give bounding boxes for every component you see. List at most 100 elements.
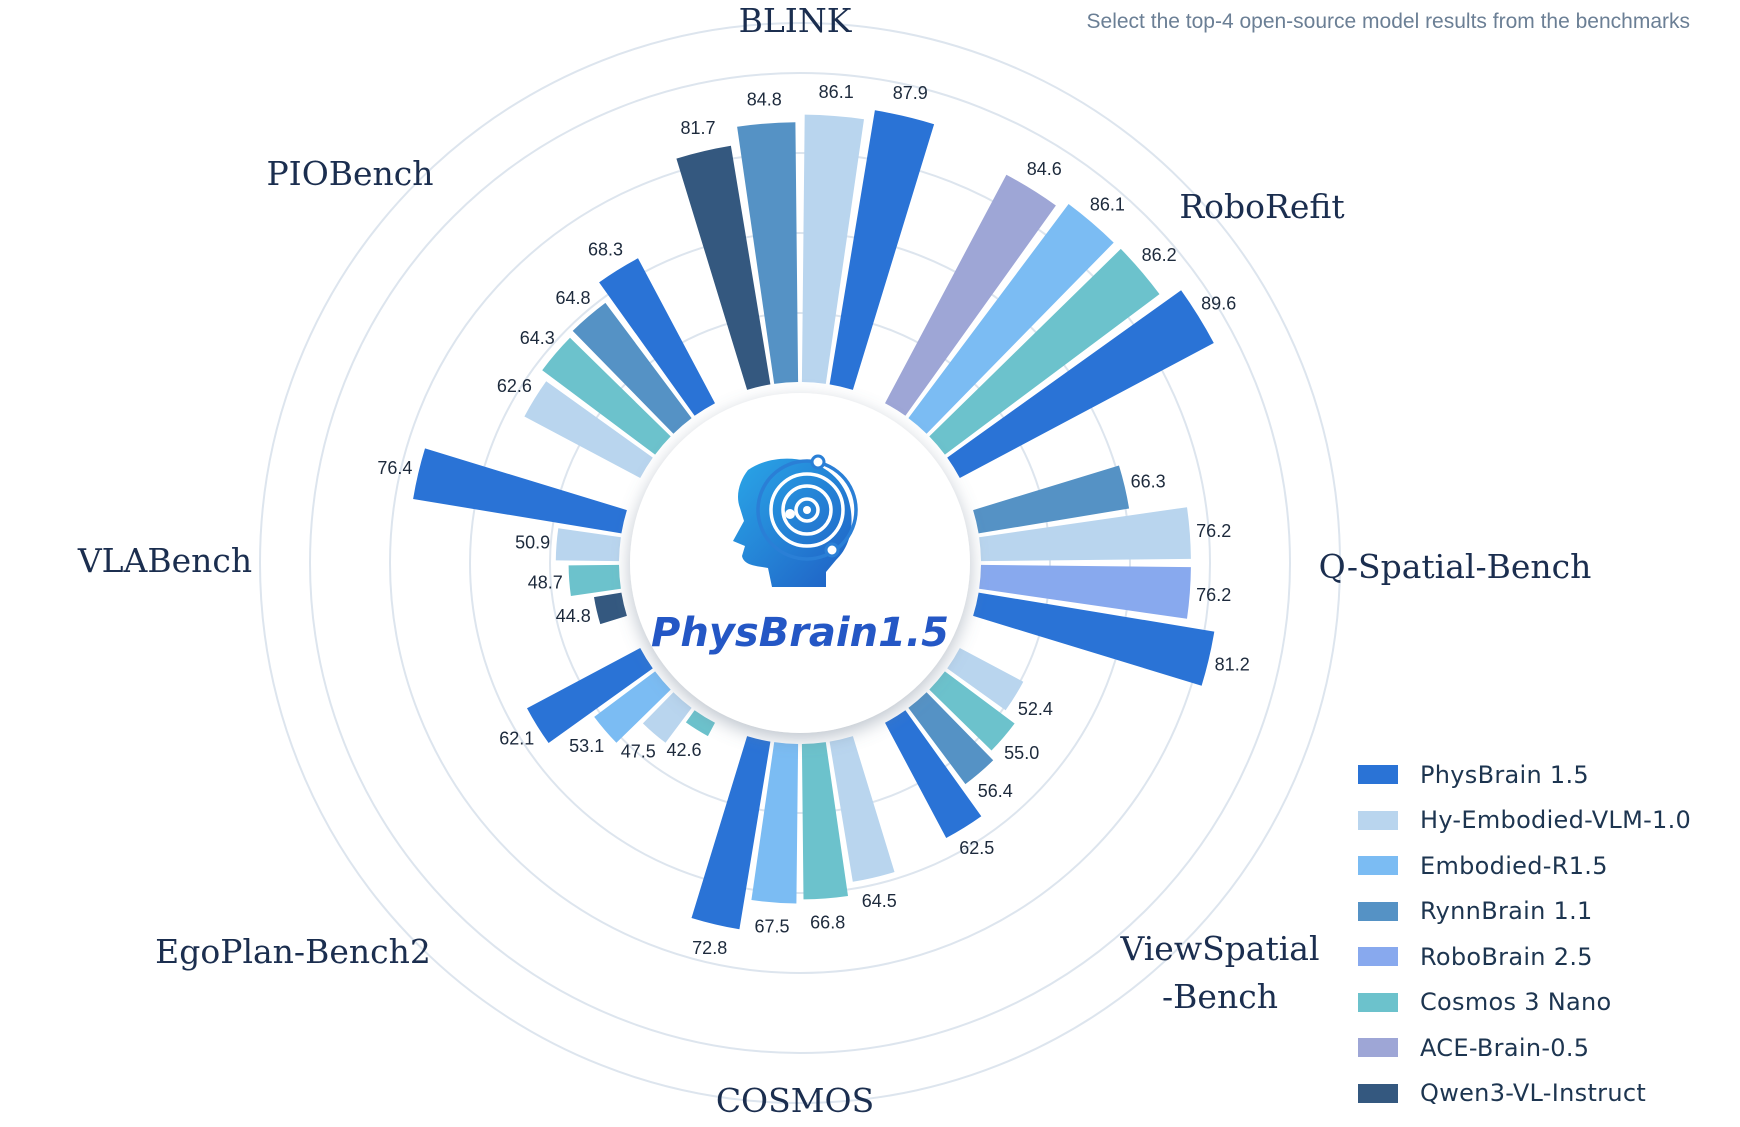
benchmark-label-line: VLABench bbox=[77, 541, 252, 580]
bar bbox=[829, 736, 895, 882]
bar-value-label: 81.2 bbox=[1215, 654, 1250, 674]
legend-swatch bbox=[1358, 947, 1398, 967]
benchmark-label-line: Q-Spatial-Bench bbox=[1319, 547, 1592, 586]
legend-label: Hy-Embodied-VLM-1.0 bbox=[1420, 806, 1692, 835]
bar-value-label: 68.3 bbox=[588, 239, 623, 259]
legend-item: RoboBrain 2.5 bbox=[1358, 934, 1691, 980]
legend-item: Hy-Embodied-VLM-1.0 bbox=[1358, 798, 1691, 844]
benchmark-label: PIOBench bbox=[266, 154, 433, 193]
bar-value-label: 76.2 bbox=[1196, 521, 1231, 541]
benchmark-labels-layer: BLINK RoboRefit Q-Spatial-Bench ViewSpatial… bbox=[77, 1, 1592, 1120]
benchmark-label: EgoPlan-Bench2 bbox=[155, 932, 431, 971]
legend-swatch bbox=[1358, 810, 1398, 830]
bar-value-label: 89.6 bbox=[1201, 293, 1236, 313]
bar bbox=[642, 692, 692, 743]
benchmark-label-line: EgoPlan-Bench2 bbox=[155, 932, 431, 971]
benchmark-label: ViewSpatial -Bench bbox=[1119, 929, 1319, 1016]
bar bbox=[973, 465, 1130, 534]
bar bbox=[751, 742, 799, 904]
benchmark-label: RoboRefit bbox=[1179, 187, 1344, 226]
legend-item: Embodied-R1.5 bbox=[1358, 843, 1691, 889]
benchmark-label-line: -Bench bbox=[1162, 977, 1278, 1016]
bar-value-label: 50.9 bbox=[515, 532, 550, 552]
bars-layer bbox=[413, 110, 1215, 930]
bar-value-label: 84.6 bbox=[1027, 159, 1062, 179]
bar-value-label: 67.5 bbox=[754, 916, 789, 936]
bar-value-label: 47.5 bbox=[621, 742, 656, 762]
bar-value-label: 84.8 bbox=[747, 90, 782, 110]
bar-value-label: 48.7 bbox=[528, 573, 563, 593]
legend-item: Cosmos 3 Nano bbox=[1358, 980, 1691, 1026]
bar-value-label: 72.8 bbox=[692, 938, 727, 958]
bar bbox=[555, 528, 621, 562]
radial-grid bbox=[259, 22, 1341, 1104]
bar bbox=[691, 736, 771, 930]
legend-label: ACE-Brain-0.5 bbox=[1420, 1033, 1590, 1062]
bar bbox=[829, 110, 935, 390]
benchmark-label: VLABench bbox=[77, 541, 252, 580]
benchmark-label-line: ViewSpatial bbox=[1119, 929, 1319, 968]
bar-value-label: 64.8 bbox=[555, 288, 590, 308]
bar-value-label: 62.6 bbox=[497, 376, 532, 396]
grid-ring bbox=[549, 312, 1051, 814]
bar bbox=[947, 290, 1214, 478]
legend-item: ACE-Brain-0.5 bbox=[1358, 1025, 1691, 1071]
bar-value-label: 52.4 bbox=[1018, 699, 1053, 719]
bar-value-label: 66.8 bbox=[810, 912, 845, 932]
benchmark-label: BLINK bbox=[739, 1, 853, 40]
bar-value-label: 53.1 bbox=[569, 736, 604, 756]
bar bbox=[973, 592, 1215, 686]
bar bbox=[542, 337, 671, 455]
bar bbox=[908, 692, 994, 785]
benchmark-label-line: PIOBench bbox=[266, 154, 433, 193]
bar bbox=[929, 248, 1160, 455]
bar bbox=[737, 122, 799, 384]
bar-value-label: 64.3 bbox=[520, 328, 555, 348]
legend-item: RynnBrain 1.1 bbox=[1358, 889, 1691, 935]
bar bbox=[594, 671, 671, 743]
bar bbox=[685, 710, 715, 737]
grid-ring bbox=[259, 22, 1341, 1104]
bar bbox=[801, 742, 848, 900]
bar-value-label: 56.4 bbox=[978, 781, 1013, 801]
bar-value-label: 64.5 bbox=[862, 891, 897, 911]
legend-item: PhysBrain 1.5 bbox=[1358, 752, 1691, 798]
bar bbox=[599, 258, 715, 416]
bar bbox=[929, 671, 1015, 751]
value-labels-layer: 81.7 84.8 86.1 87.9 84.6 86.1 86.2 89.6 66.3 76.2… bbox=[377, 82, 1249, 958]
legend-label: Qwen3-VL-Instruct bbox=[1420, 1079, 1647, 1108]
benchmark-label: COSMOS bbox=[716, 1081, 874, 1120]
bar-value-label: 42.6 bbox=[666, 740, 701, 760]
bar bbox=[947, 648, 1024, 711]
bar bbox=[527, 648, 653, 743]
benchmark-label: Q-Spatial-Bench bbox=[1319, 547, 1592, 586]
bar bbox=[979, 507, 1191, 562]
bar bbox=[524, 381, 653, 478]
center-badge: PhysBrain1.5 bbox=[630, 393, 970, 733]
bar bbox=[979, 564, 1191, 619]
bar-value-label: 81.7 bbox=[680, 118, 715, 138]
bar-value-label: 44.8 bbox=[556, 606, 591, 626]
legend-swatch bbox=[1358, 856, 1398, 876]
bar-value-label: 55.0 bbox=[1004, 743, 1039, 763]
bar-value-label: 76.4 bbox=[377, 458, 412, 478]
bar bbox=[594, 592, 627, 625]
grid-ring bbox=[309, 72, 1291, 1054]
bar-value-label: 66.3 bbox=[1131, 471, 1166, 491]
bar-value-label: 86.2 bbox=[1142, 245, 1177, 265]
bar bbox=[572, 302, 692, 434]
bar-value-label: 86.1 bbox=[1090, 194, 1125, 214]
legend: PhysBrain 1.5 Hy-Embodied-VLM-1.0 Embodied… bbox=[1358, 752, 1691, 1116]
grid-ring bbox=[389, 152, 1211, 974]
bar-value-label: 62.1 bbox=[499, 729, 534, 749]
bar bbox=[568, 564, 621, 596]
bar bbox=[885, 710, 982, 838]
legend-label: RynnBrain 1.1 bbox=[1420, 897, 1593, 926]
legend-swatch bbox=[1358, 1038, 1398, 1058]
bar bbox=[801, 114, 864, 384]
legend-label: RoboBrain 2.5 bbox=[1420, 942, 1593, 971]
benchmark-label-line: COSMOS bbox=[716, 1081, 874, 1120]
legend-label: PhysBrain 1.5 bbox=[1420, 760, 1590, 789]
legend-swatch bbox=[1358, 992, 1398, 1012]
legend-swatch bbox=[1358, 901, 1398, 921]
